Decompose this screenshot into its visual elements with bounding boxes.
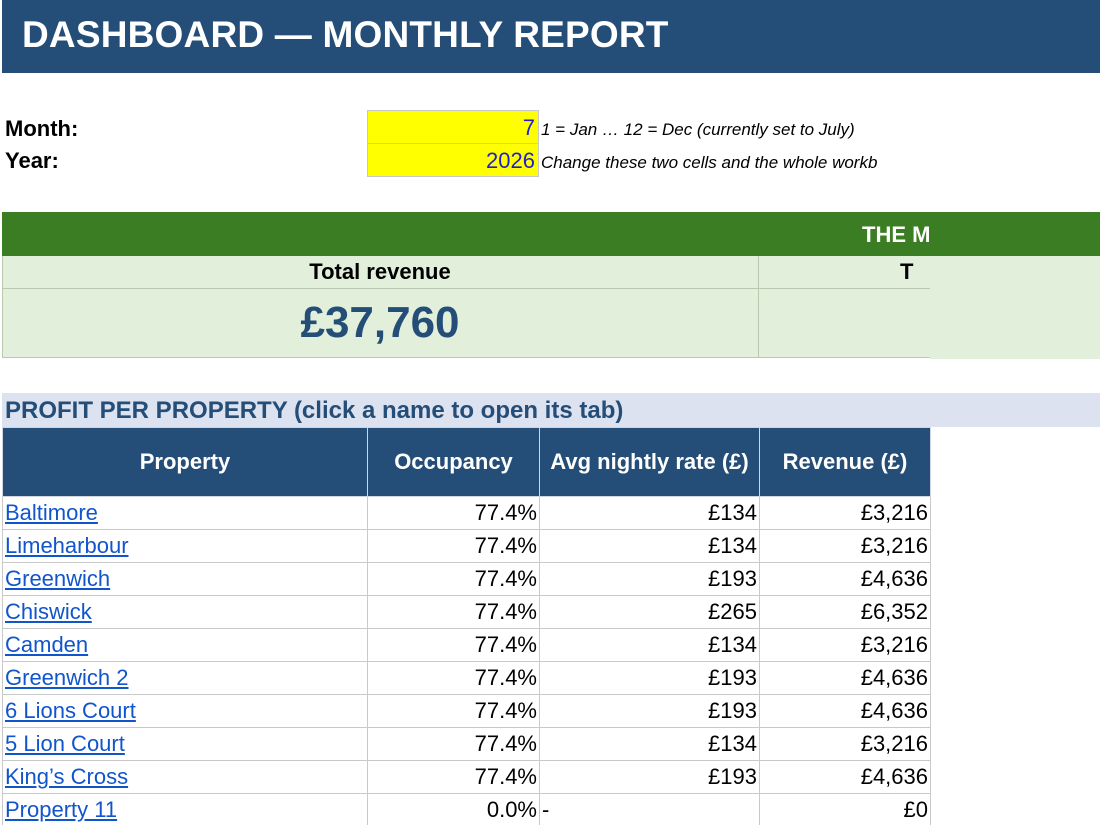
property-cell: Chiswick [2, 595, 368, 629]
occupancy-cell: 0.0% [367, 793, 540, 825]
occupancy-cell: 77.4% [367, 529, 540, 563]
column-header-revenue: Revenue (£) [759, 427, 931, 497]
property-cell: King’s Cross [2, 760, 368, 794]
rate-cell: £193 [539, 562, 760, 596]
revenue-cell: £4,636 [759, 562, 931, 596]
column-header-property: Property [2, 427, 368, 497]
occupancy-cell: 77.4% [367, 496, 540, 530]
year-label: Year: [5, 148, 59, 173]
summary-header-text: THE M [862, 222, 930, 247]
rate-cell: £134 [539, 727, 760, 761]
summary-header-band [2, 212, 1100, 256]
table-row: 6 Lions Court 77.4% £193 £4,636 [2, 694, 931, 728]
rate-cell: £265 [539, 595, 760, 629]
month-label: Month: [5, 116, 79, 141]
property-link[interactable]: 6 Lions Court [5, 698, 136, 723]
table-row: Chiswick 77.4% £265 £6,352 [2, 595, 931, 629]
occupancy-cell: 77.4% [367, 760, 540, 794]
month-input-cell[interactable]: 7 [367, 110, 539, 144]
rate-cell: £134 [539, 628, 760, 662]
table-row: 5 Lion Court 77.4% £134 £3,216 [2, 727, 931, 761]
revenue-cell: £3,216 [759, 496, 931, 530]
table-row: King’s Cross 77.4% £193 £4,636 [2, 760, 931, 794]
occupancy-cell: 77.4% [367, 595, 540, 629]
revenue-cell: £3,216 [759, 529, 931, 563]
property-link[interactable]: Limeharbour [5, 533, 129, 558]
property-link[interactable]: Chiswick [5, 599, 92, 624]
property-cell: Limeharbour [2, 529, 368, 563]
property-link[interactable]: 5 Lion Court [5, 731, 125, 756]
summary-body-overflow [930, 256, 1100, 359]
table-body: Baltimore 77.4% £134 £3,216 Limeharbour 77.4%… [2, 496, 931, 825]
property-link[interactable]: Greenwich [5, 566, 111, 591]
revenue-cell: £0 [759, 793, 931, 825]
summary-row-divider [2, 288, 930, 289]
occupancy-cell: 77.4% [367, 727, 540, 761]
occupancy-cell: 77.4% [367, 661, 540, 695]
property-link[interactable]: Baltimore [5, 500, 98, 525]
column-header-occupancy: Occupancy [367, 427, 540, 497]
section-title: PROFIT PER PROPERTY (click a name to ope… [5, 397, 624, 424]
occupancy-cell: 77.4% [367, 562, 540, 596]
occupancy-cell: 77.4% [367, 628, 540, 662]
property-cell: 6 Lions Court [2, 694, 368, 728]
summary-body [2, 256, 1100, 358]
table-header-row: Property Occupancy Avg nightly rate (£) … [2, 427, 931, 497]
rate-cell: £193 [539, 694, 760, 728]
profit-table: Property Occupancy Avg nightly rate (£) … [2, 427, 931, 825]
total-revenue-label: Total revenue [309, 259, 451, 284]
rate-cell: £193 [539, 760, 760, 794]
property-link[interactable]: Camden [5, 632, 89, 657]
property-cell: Camden [2, 628, 368, 662]
section-header-band [2, 393, 1100, 427]
year-note: Change these two cells and the whole wor… [541, 153, 878, 172]
rate-cell: £193 [539, 661, 760, 695]
revenue-cell: £4,636 [759, 661, 931, 695]
property-cell: Greenwich 2 [2, 661, 368, 695]
revenue-cell: £4,636 [759, 694, 931, 728]
revenue-cell: £4,636 [759, 760, 931, 794]
kpi2-label: T [900, 259, 914, 284]
property-cell: Greenwich [2, 562, 368, 596]
property-link[interactable]: Property 11 [5, 797, 118, 822]
title-bar [2, 0, 1100, 73]
revenue-cell: £3,216 [759, 628, 931, 662]
total-revenue-value: £37,760 [300, 298, 460, 347]
table-row: Greenwich 2 77.4% £193 £4,636 [2, 661, 931, 695]
occupancy-cell: 77.4% [367, 694, 540, 728]
revenue-cell: £3,216 [759, 727, 931, 761]
property-link[interactable]: Greenwich 2 [5, 665, 129, 690]
rate-cell: £134 [539, 529, 760, 563]
page-title: DASHBOARD — MONTHLY REPORT [22, 14, 669, 55]
table-row: Camden 77.4% £134 £3,216 [2, 628, 931, 662]
summary-divider [758, 256, 759, 358]
rate-cell: £134 [539, 496, 760, 530]
property-link[interactable]: King’s Cross [5, 764, 129, 789]
year-input-cell[interactable]: 2026 [367, 143, 539, 177]
revenue-cell: £6,352 [759, 595, 931, 629]
property-cell: 5 Lion Court [2, 727, 368, 761]
column-header-rate: Avg nightly rate (£) [539, 427, 760, 497]
table-row: Property 11 0.0% - £0 [2, 793, 931, 825]
table-row: Limeharbour 77.4% £134 £3,216 [2, 529, 931, 563]
property-cell: Property 11 [2, 793, 368, 825]
property-cell: Baltimore [2, 496, 368, 530]
table-row: Baltimore 77.4% £134 £3,216 [2, 496, 931, 530]
month-note: 1 = Jan … 12 = Dec (currently set to Jul… [541, 120, 855, 139]
rate-cell: - [539, 793, 760, 825]
table-row: Greenwich 77.4% £193 £4,636 [2, 562, 931, 596]
